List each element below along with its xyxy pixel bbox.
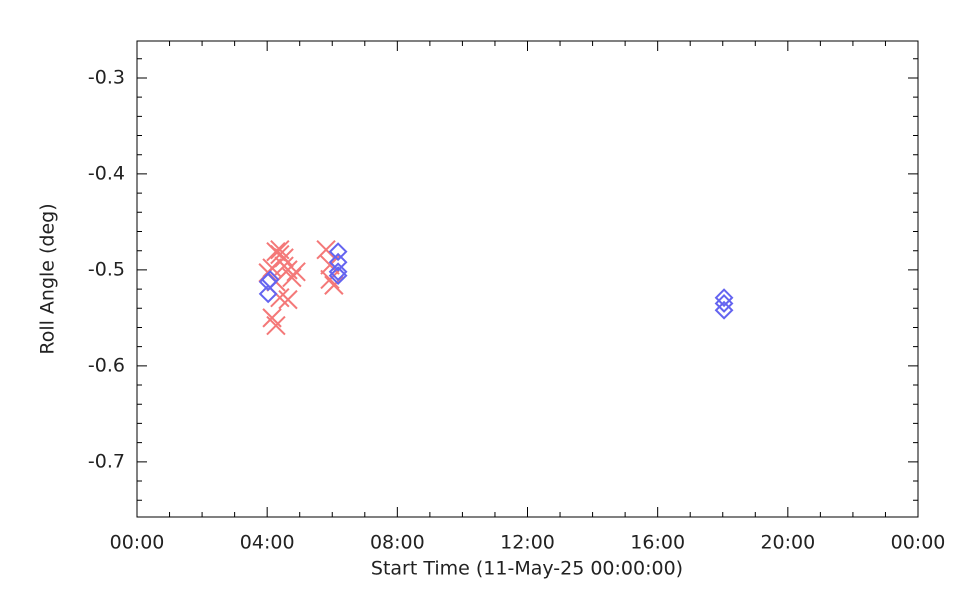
point	[278, 289, 298, 310]
point	[328, 262, 348, 282]
point	[714, 294, 734, 313]
y-tick-label: -0.7	[88, 450, 125, 472]
x-tick-label: 08:00	[370, 532, 425, 554]
point	[328, 242, 348, 262]
plot-frame	[136, 40, 919, 518]
y-tick-label: -0.6	[88, 354, 125, 376]
x-tick-label: 20:00	[760, 532, 815, 554]
point	[714, 288, 734, 308]
x-tick-label: 12:00	[500, 532, 555, 554]
y-tick-label: -0.3	[88, 66, 125, 88]
x-tick-label: 16:00	[630, 532, 685, 554]
point	[258, 284, 278, 304]
point	[328, 266, 348, 286]
point	[270, 240, 290, 260]
point	[274, 256, 294, 276]
point	[714, 300, 734, 320]
y-axis-label: Roll Angle (deg)	[37, 203, 59, 354]
point	[286, 262, 306, 282]
point	[282, 267, 302, 288]
y-tick-label: -0.4	[88, 162, 125, 184]
point	[320, 269, 340, 290]
point	[328, 252, 348, 272]
x-tick-label: 00:00	[110, 532, 165, 554]
y-tick-label: -0.5	[88, 258, 125, 280]
point	[262, 258, 282, 278]
point	[266, 315, 286, 336]
point	[316, 240, 336, 260]
x-tick-label: 04:00	[240, 532, 295, 554]
x-axis-label: Start Time (11-May-25 00:00:00)	[371, 558, 683, 580]
x-tick-label: 00:00	[891, 532, 946, 554]
